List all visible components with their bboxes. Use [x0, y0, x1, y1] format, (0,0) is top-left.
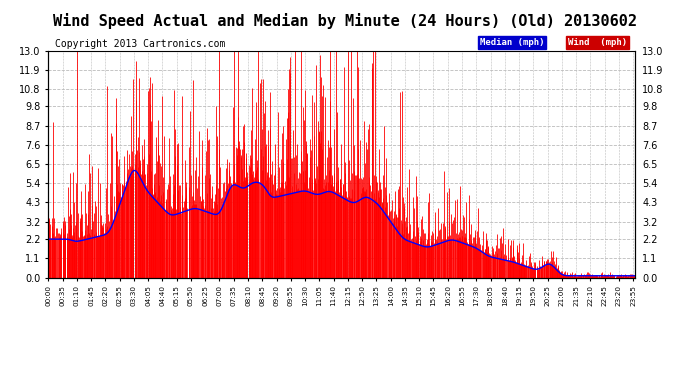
Text: Wind Speed Actual and Median by Minute (24 Hours) (Old) 20130602: Wind Speed Actual and Median by Minute (… — [53, 13, 637, 29]
Text: Median (mph): Median (mph) — [480, 38, 544, 47]
Text: Copyright 2013 Cartronics.com: Copyright 2013 Cartronics.com — [55, 39, 226, 50]
Text: Wind  (mph): Wind (mph) — [568, 38, 627, 47]
